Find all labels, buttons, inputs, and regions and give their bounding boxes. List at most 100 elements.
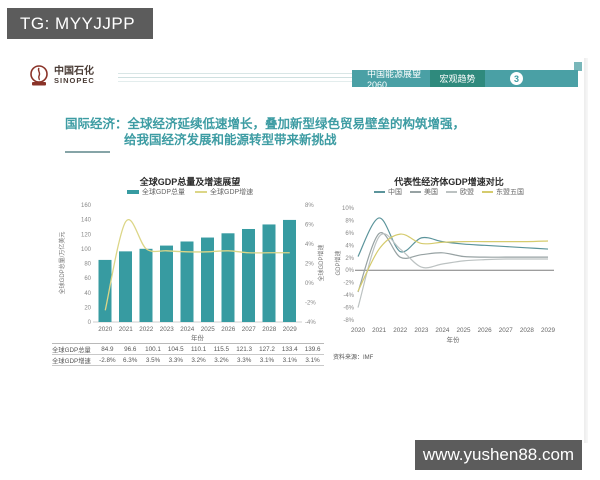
slide-right-edge: [584, 58, 588, 443]
table-cell: -2.8%: [99, 356, 116, 364]
table-cell: 3.2%: [191, 356, 206, 364]
svg-text:-4%: -4%: [305, 320, 316, 326]
legend-swatch: [482, 191, 493, 193]
legend-item: 全球GDP增速: [195, 187, 253, 197]
svg-text:2028: 2028: [262, 326, 277, 333]
header-bar: 中国能源展望 2060 宏观趋势 3: [352, 69, 578, 90]
table-cell: 110.1: [190, 345, 207, 353]
legend-swatch: [446, 191, 457, 193]
page-number-badge: 3: [510, 72, 523, 85]
svg-text:160: 160: [81, 203, 92, 209]
chart2-title: 代表性经济体GDP增速对比: [394, 177, 504, 187]
gdp-table: 全球GDP总量 84.9 96.6 100.1 104.5 110.1 115.5 121.3…: [52, 343, 324, 366]
gdp-growth-line-chart-svg: 10% 8% 6% 4% 2% 0% -2% -4% -6% -8% GDP增速 2020 2021 20…: [334, 206, 555, 344]
svg-text:8%: 8%: [345, 218, 354, 224]
svg-text:2022: 2022: [393, 327, 408, 334]
header-corner-tab: [574, 62, 582, 71]
headline-underline: [65, 151, 110, 153]
legend-swatch: [374, 191, 385, 193]
svg-text:20: 20: [84, 305, 91, 311]
svg-text:2021: 2021: [372, 327, 387, 334]
tg-watermark-label: TG: MYYJJPP: [20, 13, 136, 33]
chart1-title: 全球GDP总量及增速展望: [139, 177, 241, 187]
svg-text:2025: 2025: [201, 326, 216, 333]
svg-text:0%: 0%: [345, 268, 354, 274]
svg-text:140: 140: [81, 218, 92, 224]
svg-text:年份: 年份: [191, 333, 205, 342]
table-cell: 3.2%: [214, 356, 229, 364]
svg-text:全球GDP增速: 全球GDP增速: [317, 244, 325, 281]
svg-text:2027: 2027: [242, 326, 257, 333]
table-cell: 3.3%: [168, 356, 183, 364]
svg-text:10%: 10%: [342, 206, 355, 212]
svg-text:120: 120: [81, 232, 92, 238]
svg-text:-2%: -2%: [305, 301, 316, 307]
logo-en-label: SINOPEC: [54, 76, 95, 86]
site-watermark-label: www.yushen88.com: [422, 445, 575, 464]
site-watermark: www.yushen88.com: [415, 440, 582, 470]
svg-text:2026: 2026: [221, 326, 236, 333]
headline-line-2: 给我国经济发展和能源转型带来新挑战: [124, 133, 337, 147]
header-deco-line: [118, 81, 352, 82]
table-cell: 139.6: [304, 345, 321, 353]
svg-text:6%: 6%: [345, 231, 354, 237]
svg-text:2022: 2022: [139, 326, 154, 333]
svg-text:-6%: -6%: [343, 306, 354, 312]
header-bar-title: 中国能源展望 2060: [367, 69, 422, 90]
table-cell: 3.5%: [145, 356, 161, 364]
logo-cn-label: 中国石化: [54, 65, 94, 77]
svg-text:2024: 2024: [180, 326, 195, 333]
svg-text:2023: 2023: [414, 327, 429, 334]
table-cell: 104.5: [167, 345, 184, 353]
svg-text:2020: 2020: [351, 327, 366, 334]
table-cell: 100.1: [145, 345, 161, 353]
headline-line-1: 国际经济：全球经济延续低速增长，叠加新型绿色贸易壁垒的构筑增强，: [65, 117, 466, 131]
svg-text:2023: 2023: [160, 326, 175, 333]
svg-text:2%: 2%: [345, 256, 354, 262]
table-cell: 3.1%: [282, 356, 297, 364]
table-cell: 3.1%: [305, 356, 320, 364]
svg-text:全球GDP总量/万亿美元: 全球GDP总量/万亿美元: [58, 232, 66, 295]
table-cell: 115.5: [213, 345, 230, 353]
svg-text:2028: 2028: [520, 327, 535, 334]
gdp-bar-chart-svg: 0 20 40 60 80 100 120 140 160 -4% -2% 0% 2% 4% 6% 8% 全球G…: [58, 203, 325, 342]
chart2-legend: 中国 美国 欧盟 东盟五国: [337, 187, 561, 197]
svg-text:2021: 2021: [119, 326, 134, 333]
svg-text:2025: 2025: [457, 327, 472, 334]
table-row-label: 全球GDP增速: [52, 357, 91, 365]
sinopec-logo-icon: [30, 65, 48, 86]
legend-item: 东盟五国: [482, 187, 524, 197]
table-cell: 84.9: [101, 345, 114, 353]
legend-swatch: [195, 191, 207, 193]
svg-text:0: 0: [88, 320, 92, 326]
legend-item: 中国: [374, 187, 402, 197]
chart1-legend: 全球GDP总量 全球GDP增速: [70, 187, 310, 197]
header-section-tab: 宏观趋势: [430, 70, 485, 87]
tg-watermark: TG: MYYJJPP: [7, 8, 153, 39]
table-cell: 6.3%: [123, 356, 138, 364]
table-cell: 96.6: [124, 345, 137, 353]
svg-text:年份: 年份: [447, 335, 461, 344]
table-row: 全球GDP总量 84.9 96.6 100.1 104.5 110.1 115.5 121.3…: [52, 344, 324, 355]
table-cell: 3.3%: [237, 356, 252, 364]
table-cell: 121.3: [236, 345, 253, 353]
legend-item: 全球GDP总量: [126, 187, 185, 197]
svg-text:6%: 6%: [305, 223, 314, 229]
svg-text:2024: 2024: [435, 327, 450, 334]
svg-text:2020: 2020: [98, 326, 113, 333]
table-row: 全球GDP增速 -2.8% 6.3% 3.5% 3.3% 3.2% 3.2% 3.3% 3.1%…: [52, 355, 324, 366]
headline: 国际经济：全球经济延续低速增长，叠加新型绿色贸易壁垒的构筑增强， 给我国经济发展…: [65, 116, 535, 148]
svg-text:-4%: -4%: [343, 293, 354, 299]
svg-text:100: 100: [81, 247, 92, 253]
svg-text:80: 80: [84, 262, 91, 268]
header-deco-line: [118, 77, 352, 78]
legend-item: 美国: [410, 187, 438, 197]
table-cell: 127.2: [259, 345, 275, 353]
svg-text:2029: 2029: [283, 326, 298, 333]
svg-text:4%: 4%: [345, 243, 354, 249]
svg-text:0%: 0%: [305, 281, 314, 287]
svg-text:8%: 8%: [305, 203, 314, 209]
svg-text:-2%: -2%: [343, 281, 354, 287]
legend-item: 欧盟: [446, 187, 474, 197]
legend-swatch: [410, 191, 421, 193]
